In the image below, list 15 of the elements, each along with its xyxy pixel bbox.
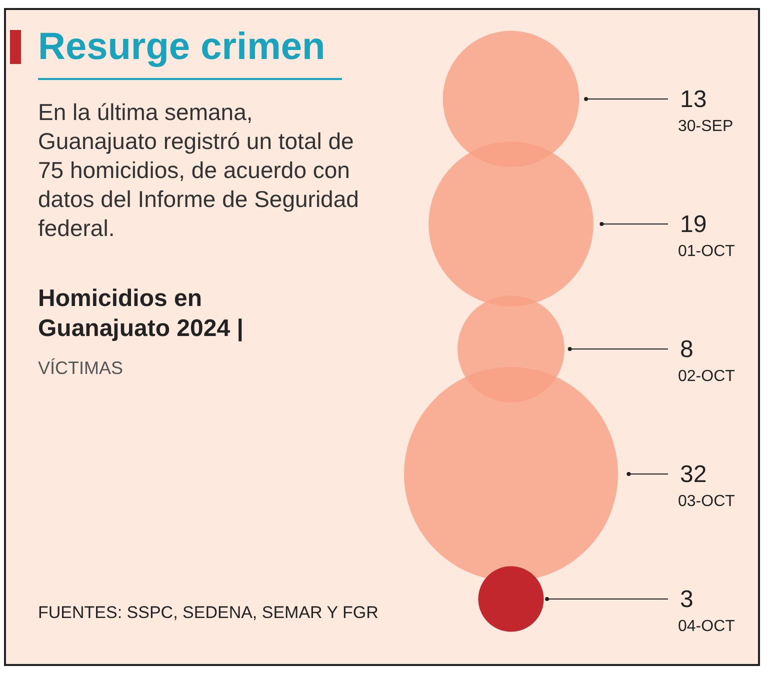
category-label: 01-OCT: [678, 243, 736, 260]
data-label: 19: [680, 211, 707, 238]
source-note: FUENTES: SSPC, SEDENA, SEMAR Y FGR: [38, 603, 378, 623]
text: Homicidios en Guanajuato 2024 |: [38, 284, 244, 344]
category-label: 02-OCT: [678, 368, 736, 385]
text: En la última semana, Guanajuato registró un total de 75 homicidios, de acuerdo con datos del Informe de Seguridad federal.: [38, 98, 360, 243]
category-label: 30-SEP: [678, 118, 734, 135]
legend-title: VÍCTIMAS: [38, 358, 124, 379]
data-label: 3: [680, 586, 694, 613]
category-label: 04-OCT: [678, 618, 736, 635]
data-label: 8: [680, 336, 694, 363]
data-label: 32: [680, 461, 707, 488]
text: Resurge crimen: [38, 26, 326, 69]
category-label: 03-OCT: [678, 493, 736, 510]
data-label: 13: [680, 86, 707, 113]
